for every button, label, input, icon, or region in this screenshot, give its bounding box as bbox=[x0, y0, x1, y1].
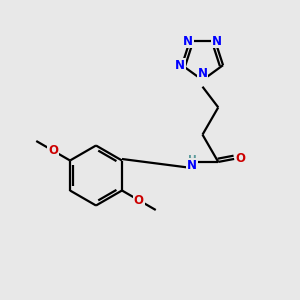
Text: O: O bbox=[236, 152, 246, 165]
Text: N: N bbox=[183, 34, 193, 47]
Text: O: O bbox=[134, 194, 144, 207]
Text: N: N bbox=[175, 59, 185, 72]
Text: O: O bbox=[48, 144, 58, 157]
Text: N: N bbox=[197, 67, 208, 80]
Text: H: H bbox=[188, 154, 197, 164]
Text: N: N bbox=[187, 159, 197, 172]
Text: N: N bbox=[212, 34, 222, 47]
